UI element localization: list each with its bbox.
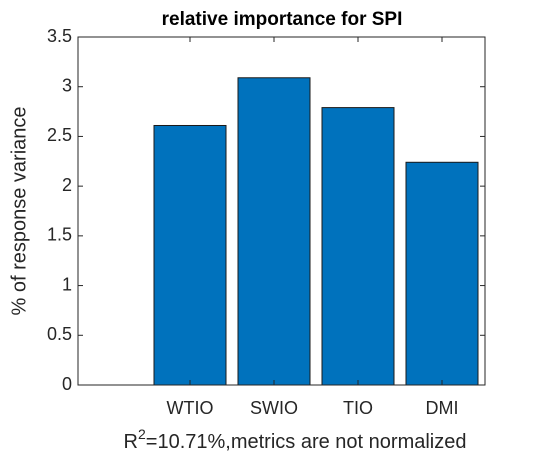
y-tick-label: 0	[62, 374, 72, 394]
y-axis-label: % of response variance	[8, 106, 30, 315]
x-tick-label: TIO	[343, 398, 373, 418]
y-tick-label: 3	[62, 75, 72, 95]
x-label-rest: =10.71%,metrics are not normalized	[146, 431, 467, 453]
x-tick-label: SWIO	[250, 398, 298, 418]
y-tick-label: 1.5	[47, 225, 72, 245]
y-tick-label: 2.5	[47, 125, 72, 145]
x-label-superscript: 2	[138, 426, 146, 442]
y-tick-label: 3.5	[47, 26, 72, 46]
chart-title: relative importance for SPI	[162, 9, 403, 30]
axes-box	[77, 36, 486, 386]
bar	[321, 107, 395, 386]
y-tick-label: 1	[62, 274, 72, 294]
y-tick-label: 2	[62, 175, 72, 195]
bar	[405, 161, 479, 386]
bar	[237, 77, 311, 386]
bar	[153, 124, 227, 386]
y-tick-label: 0.5	[47, 324, 72, 344]
x-tick-label: WTIO	[167, 398, 214, 418]
x-axis-label: R2=10.71%,metrics are not normalized	[124, 426, 467, 454]
x-tick-label: DMI	[426, 398, 459, 418]
x-label-base: R	[124, 431, 138, 453]
